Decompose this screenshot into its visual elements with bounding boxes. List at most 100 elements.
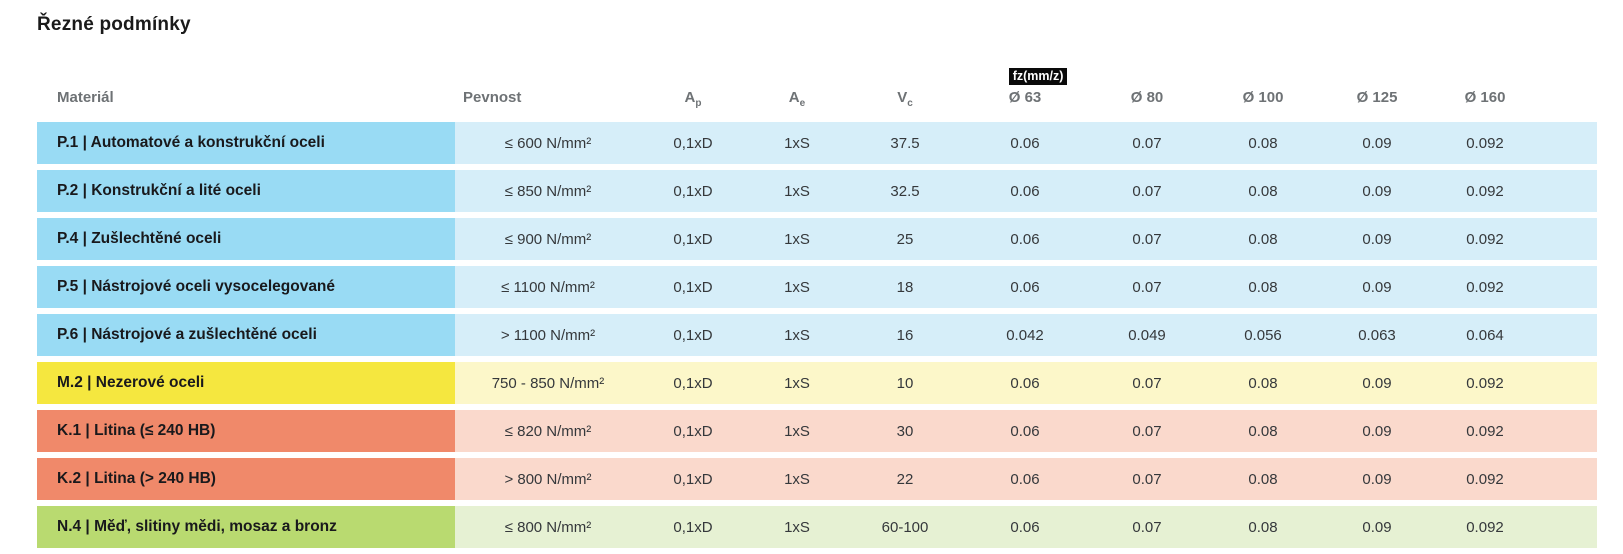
value-cell: 1xS (745, 266, 849, 308)
value-cell: 0.09 (1321, 122, 1433, 164)
value-cell: 0.06 (961, 122, 1089, 164)
value-cell: 0,1xD (641, 266, 745, 308)
table-row: P.6 | Nástrojové a zušlechtěné oceli > 11… (37, 314, 1597, 356)
table-row: K.1 | Litina (≤ 240 HB) ≤ 820 N/mm² 0,1xD 1… (37, 410, 1597, 452)
value-cell: 0.08 (1205, 362, 1321, 404)
value-cell: 0.09 (1321, 266, 1433, 308)
value-cell: 0.09 (1321, 458, 1433, 500)
value-cell: 0.063 (1321, 314, 1433, 356)
value-cell: 0.07 (1089, 506, 1205, 548)
value-cell: 1xS (745, 410, 849, 452)
value-cell: 0,1xD (641, 458, 745, 500)
material-cell: P.4 | Zušlechtěné oceli (37, 218, 455, 260)
header-ap: Ap (684, 89, 702, 109)
value-cell: 0,1xD (641, 506, 745, 548)
value-cell: 0.092 (1433, 410, 1597, 452)
pevnost-cell: ≤ 600 N/mm² (455, 122, 641, 164)
header-diameter-125: Ø 125 (1356, 89, 1398, 106)
value-cell: 1xS (745, 122, 849, 164)
material-cell: N.4 | Měď, slitiny mědi, mosaz a bronz (37, 506, 455, 548)
pevnost-cell: ≤ 820 N/mm² (455, 410, 641, 452)
value-cell: 0.06 (961, 410, 1089, 452)
material-cell: M.2 | Nezerové oceli (37, 362, 455, 404)
header-diameter-63: fz(mm/z) Ø 63 (961, 62, 1089, 116)
value-cell: 32.5 (849, 170, 961, 212)
value-cell: 0,1xD (641, 170, 745, 212)
value-cell: 0.092 (1433, 362, 1597, 404)
value-cell: 1xS (745, 218, 849, 260)
value-cell: 0.049 (1089, 314, 1205, 356)
value-cell: 37.5 (849, 122, 961, 164)
table-body: P.1 | Automatové a konstrukční oceli ≤ 60… (37, 122, 1597, 548)
pevnost-cell: ≤ 850 N/mm² (455, 170, 641, 212)
value-cell: 0.07 (1089, 458, 1205, 500)
header-material: Materiál (57, 89, 114, 106)
value-cell: 1xS (745, 362, 849, 404)
material-cell: P.5 | Nástrojové oceli vysocelegované (37, 266, 455, 308)
pevnost-cell: > 800 N/mm² (455, 458, 641, 500)
value-cell: 1xS (745, 506, 849, 548)
value-cell: 1xS (745, 458, 849, 500)
table-row: P.4 | Zušlechtěné oceli ≤ 900 N/mm² 0,1xD 1… (37, 218, 1597, 260)
value-cell: 0,1xD (641, 314, 745, 356)
value-cell: 0.07 (1089, 122, 1205, 164)
value-cell: 0.092 (1433, 266, 1597, 308)
value-cell: 0.092 (1433, 218, 1597, 260)
cutting-conditions-table: Materiál Pevnost Ap Ae Vc fz(mm/z) Ø 63 Ø… (37, 56, 1597, 554)
value-cell: 0.092 (1433, 170, 1597, 212)
pevnost-cell: ≤ 900 N/mm² (455, 218, 641, 260)
header-diameter-100: Ø 100 (1242, 89, 1284, 106)
page-title: Řezné podmínky (37, 14, 191, 35)
pevnost-cell: 750 - 850 N/mm² (455, 362, 641, 404)
header-row: Materiál Pevnost Ap Ae Vc fz(mm/z) Ø 63 Ø… (37, 62, 1597, 116)
header-pevnost: Pevnost (463, 89, 522, 106)
value-cell: 18 (849, 266, 961, 308)
table-row: P.5 | Nástrojové oceli vysocelegované ≤ 1… (37, 266, 1597, 308)
value-cell: 0,1xD (641, 410, 745, 452)
value-cell: 0.08 (1205, 266, 1321, 308)
value-cell: 0.056 (1205, 314, 1321, 356)
value-cell: 0.07 (1089, 170, 1205, 212)
value-cell: 0,1xD (641, 218, 745, 260)
table-row: M.2 | Nezerové oceli 750 - 850 N/mm² 0,1xD… (37, 362, 1597, 404)
material-cell: P.6 | Nástrojové a zušlechtěné oceli (37, 314, 455, 356)
value-cell: 0.064 (1433, 314, 1597, 356)
material-cell: K.2 | Litina (> 240 HB) (37, 458, 455, 500)
value-cell: 0.09 (1321, 410, 1433, 452)
value-cell: 25 (849, 218, 961, 260)
value-cell: 0.07 (1089, 410, 1205, 452)
value-cell: 0.06 (961, 170, 1089, 212)
table-row: K.2 | Litina (> 240 HB) > 800 N/mm² 0,1xD 1… (37, 458, 1597, 500)
value-cell: 0.07 (1089, 218, 1205, 260)
diameter-63-label: Ø 63 (1008, 89, 1042, 106)
pevnost-cell: ≤ 800 N/mm² (455, 506, 641, 548)
value-cell: 0.07 (1089, 266, 1205, 308)
value-cell: 0.06 (961, 362, 1089, 404)
value-cell: 16 (849, 314, 961, 356)
value-cell: 1xS (745, 170, 849, 212)
value-cell: 0.08 (1205, 458, 1321, 500)
value-cell: 0.09 (1321, 362, 1433, 404)
header-diameter-80: Ø 80 (1130, 89, 1164, 106)
material-cell: P.1 | Automatové a konstrukční oceli (37, 122, 455, 164)
value-cell: 30 (849, 410, 961, 452)
value-cell: 0.07 (1089, 362, 1205, 404)
value-cell: 0.092 (1433, 122, 1597, 164)
value-cell: 0.092 (1433, 458, 1597, 500)
table-row: N.4 | Měď, slitiny mědi, mosaz a bronz ≤ … (37, 506, 1597, 548)
material-cell: P.2 | Konstrukční a lité oceli (37, 170, 455, 212)
value-cell: 0.092 (1433, 506, 1597, 548)
header-diameter-160: Ø 160 (1464, 89, 1506, 106)
value-cell: 0.06 (961, 218, 1089, 260)
value-cell: 1xS (745, 314, 849, 356)
value-cell: 0.08 (1205, 506, 1321, 548)
value-cell: 0.06 (961, 506, 1089, 548)
header-ae: Ae (788, 89, 806, 109)
header-vc: Vc (897, 89, 913, 109)
material-cell: K.1 | Litina (≤ 240 HB) (37, 410, 455, 452)
table-row: P.2 | Konstrukční a lité oceli ≤ 850 N/mm… (37, 170, 1597, 212)
value-cell: 0.09 (1321, 506, 1433, 548)
value-cell: 0,1xD (641, 362, 745, 404)
value-cell: 60-100 (849, 506, 961, 548)
